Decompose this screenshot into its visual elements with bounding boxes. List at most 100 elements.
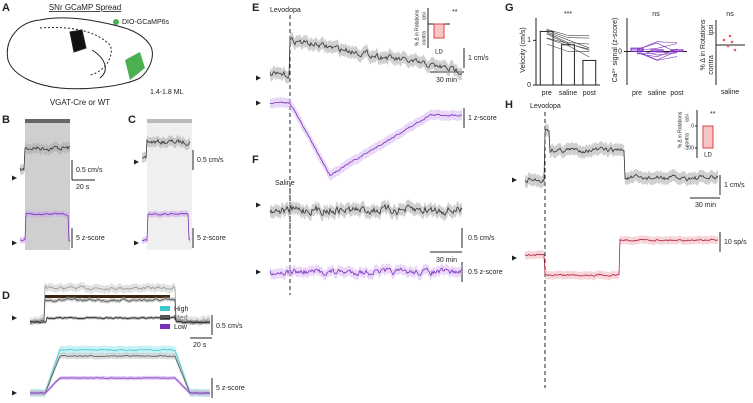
bar-plot: Velocity (cm/s) *** 0 1 pre saline post (520, 11, 600, 97)
inset-bar (702, 125, 714, 149)
trace (141, 138, 191, 159)
subject-line (636, 51, 678, 55)
inset-category: LD (704, 153, 712, 159)
trace-band (270, 263, 462, 281)
category-label: pre (542, 90, 552, 97)
subject-line (636, 50, 678, 61)
tick-label: 0 (527, 82, 531, 89)
scale-label: 1 z-score (468, 115, 497, 122)
sig-label: *** (564, 11, 572, 18)
sig-label: ns (726, 11, 734, 18)
trace-band (20, 209, 70, 245)
legend-label: DIO-GCaMP6s (122, 19, 170, 26)
drug-label: Levodopa (530, 103, 561, 110)
inset-ylabel: % Δ in Rotations (414, 9, 420, 46)
bar (561, 44, 575, 86)
axis-label: ipsi (708, 24, 715, 35)
category-label: pre (632, 90, 642, 97)
y-axis-label: Velocity (cm/s) (520, 27, 527, 73)
tick-label: 0 (691, 123, 694, 129)
scale-label: 20 s (76, 184, 90, 191)
trace (29, 316, 211, 324)
arrowhead (134, 240, 139, 246)
trace (29, 354, 211, 395)
drug-label: Levodopa (270, 7, 301, 14)
ml-label: 1.4-1.8 ML (150, 89, 184, 96)
sig-label: ns (652, 11, 660, 18)
scale-label: 1 cm/s (468, 55, 489, 62)
inset-label: ipsi (421, 12, 427, 20)
drug-label: Saline (275, 180, 295, 187)
arrowhead (512, 255, 517, 261)
legend-label: High (174, 306, 189, 313)
legend-label: Low (174, 324, 188, 331)
arrowhead (12, 175, 17, 181)
brain-outline (6, 17, 153, 90)
traces (12, 31, 719, 398)
trace (269, 267, 463, 277)
subject-line (546, 38, 590, 58)
sig-label: ** (710, 111, 716, 118)
inset-label: contra (421, 31, 427, 45)
panel-letter: C (128, 114, 136, 126)
bar (539, 30, 554, 86)
scale-bar (430, 228, 463, 253)
inset-ylabel: % Δ in Rotations (677, 111, 683, 148)
subject-line (546, 37, 590, 51)
inset-category: LD (435, 50, 443, 56)
category-label: saline (648, 90, 666, 97)
trace-band (525, 235, 718, 281)
subject-line (636, 43, 678, 51)
subject-line (546, 32, 590, 45)
arrowhead (256, 269, 261, 275)
legend-swatch (160, 306, 170, 311)
scale-label: 30 min (436, 257, 457, 264)
legend-swatch (160, 324, 170, 329)
dot (730, 40, 734, 44)
scale-label: 30 min (436, 77, 457, 84)
trace-band (525, 123, 718, 189)
panel-letter: F (252, 154, 259, 166)
subject-line (546, 33, 590, 50)
dot (726, 44, 730, 48)
arrowhead (256, 100, 261, 106)
dot-plot: % Δ in Rotations ipsi contra saline ns (700, 11, 745, 96)
arrowhead (12, 240, 17, 246)
trace (19, 212, 71, 242)
scale-label: 5 z-score (216, 385, 245, 392)
arrowhead (12, 315, 17, 321)
trace (269, 101, 463, 177)
scale-label: 5 z-score (76, 235, 105, 242)
subject-line (546, 30, 590, 39)
panel-letter: E (252, 2, 259, 14)
arrowhead (512, 177, 517, 183)
stim-bar (147, 119, 192, 123)
category-label: saline (721, 89, 739, 96)
trace (19, 145, 71, 172)
inset-label: contra (684, 133, 690, 147)
panel-letter: B (2, 114, 10, 126)
inset: % Δ in Rotations ipsi contra 0 -100 ** LD (677, 110, 716, 159)
panel-letter: G (505, 2, 514, 14)
inset-label: ipsi (684, 114, 690, 122)
caption: VGAT-Cre or WT (50, 98, 110, 107)
trace (524, 238, 719, 277)
panel-letter: D (2, 290, 10, 302)
tick-label: -100 (684, 145, 694, 151)
scale-label: 5 z-score (197, 235, 226, 242)
trace (524, 129, 719, 184)
panel-title: SNr GCaMP Spread (49, 3, 121, 12)
legend-swatch (113, 19, 119, 25)
category-label: saline (559, 90, 577, 97)
tick-label: 1 (527, 37, 531, 44)
trace-band (270, 198, 462, 222)
panel-letter: A (2, 2, 10, 14)
subject-line (546, 29, 590, 37)
arrowhead (256, 202, 261, 208)
trace (29, 377, 211, 394)
stim-bar (25, 119, 70, 123)
category-label: post (670, 90, 683, 97)
scale-bar (190, 315, 213, 339)
bar-plot: Ca²⁺ signal (z-score) ns 0 pre saline post (611, 11, 687, 97)
